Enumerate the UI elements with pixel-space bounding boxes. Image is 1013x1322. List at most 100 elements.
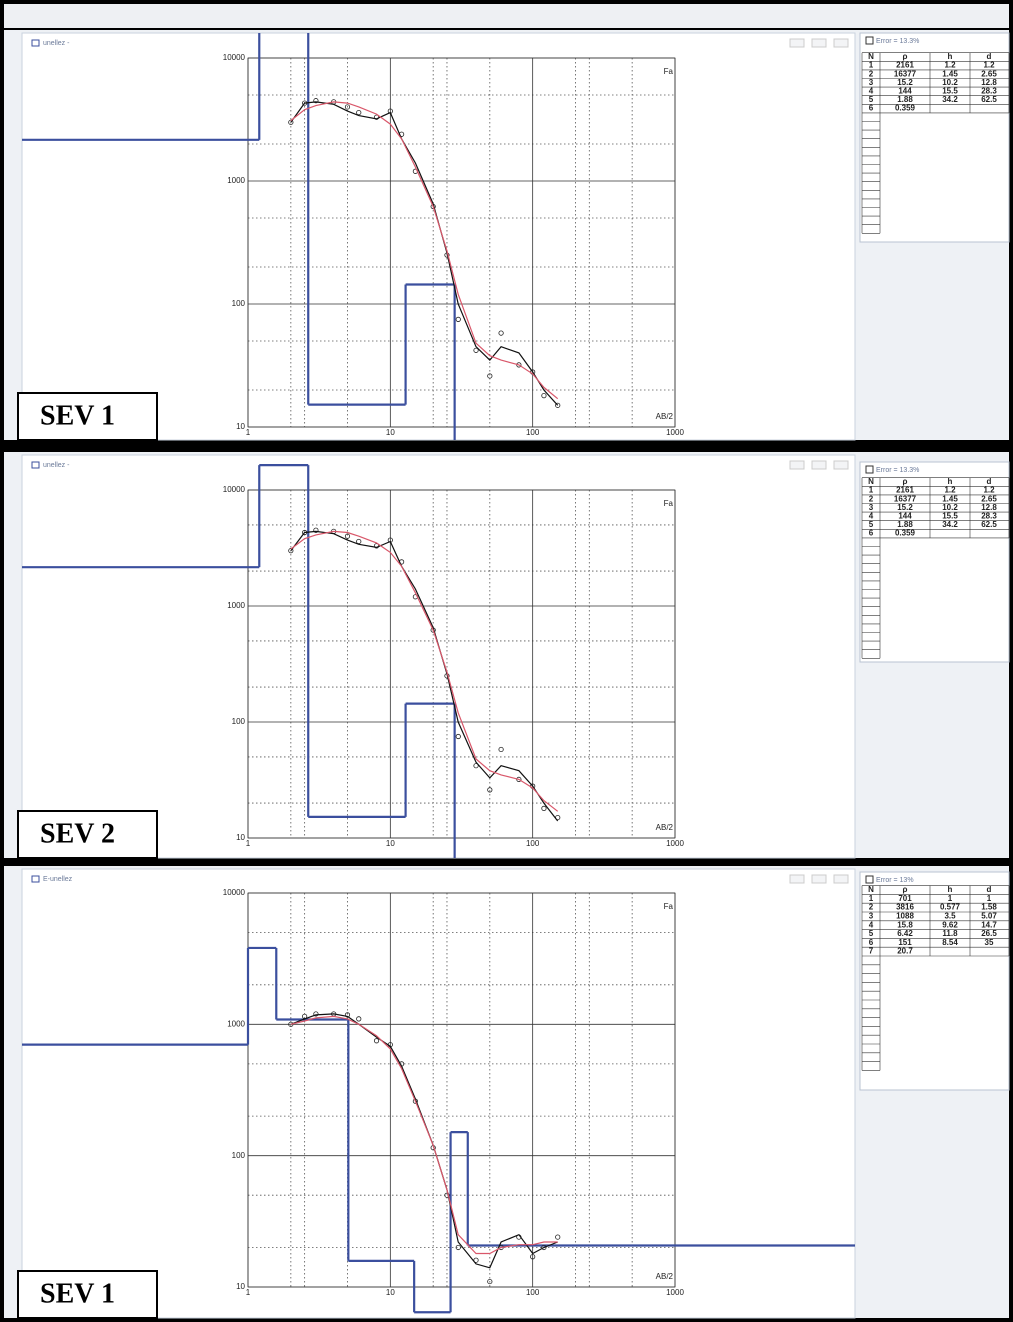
table-header: ρ — [903, 52, 908, 61]
x-tick-label: 1 — [246, 839, 251, 848]
y-tick-label: 1000 — [227, 601, 245, 610]
data-point — [487, 373, 493, 379]
window-title: unellez - — [43, 40, 70, 47]
table-header: d — [987, 885, 992, 894]
data-point — [541, 1244, 547, 1251]
table-header: d — [987, 477, 992, 486]
table-cell: 0.577 — [940, 903, 961, 912]
curve — [290, 530, 559, 822]
table-cell: 8.54 — [942, 938, 958, 947]
data-point — [473, 1257, 479, 1263]
table-cell: 1 — [869, 894, 874, 903]
table-cell: 6 — [869, 529, 874, 538]
data-point — [313, 527, 319, 533]
data-point — [373, 1038, 380, 1044]
curve — [290, 1015, 558, 1255]
sev-label-box — [17, 1270, 158, 1319]
layer-model — [22, 33, 456, 440]
table-cell: 1.2 — [983, 61, 995, 70]
window-title: unellez - — [43, 462, 70, 469]
table-cell: 62.5 — [981, 95, 997, 104]
data-point — [444, 1192, 450, 1198]
plot-area — [247, 57, 676, 428]
table-cell: 16377 — [894, 494, 917, 503]
data-point — [313, 1011, 319, 1017]
table-icon — [865, 875, 874, 884]
table-window — [859, 32, 1010, 243]
table-cell: 35 — [985, 938, 994, 947]
layer-model — [22, 946, 855, 1314]
table-cell: 2.65 — [981, 69, 997, 78]
window-button — [833, 874, 849, 884]
curve — [290, 101, 559, 406]
x-axis-label: AB/2 — [656, 412, 674, 421]
table-cell: 3 — [869, 78, 874, 87]
table-cell: 1.58 — [981, 903, 997, 912]
table-header: h — [948, 885, 953, 894]
window-button — [789, 38, 805, 48]
data-point — [473, 763, 479, 769]
layer-model — [22, 464, 456, 858]
window-button — [811, 38, 827, 48]
table-cell: 151 — [898, 938, 912, 947]
data-point — [555, 402, 561, 408]
table-cell: 5 — [869, 929, 874, 938]
table-cell: 9.62 — [942, 920, 958, 929]
sev-label-box — [17, 392, 158, 441]
table-cell: 10.2 — [942, 78, 958, 87]
table-cell: 5.07 — [981, 912, 997, 921]
y-tick-label: 1000 — [227, 1019, 245, 1028]
table-header: h — [948, 477, 953, 486]
x-tick-label: 1 — [246, 428, 251, 437]
table-cell: 10.2 — [942, 503, 958, 512]
table-cell: 34.2 — [942, 520, 958, 529]
y-tick-label: 10000 — [223, 485, 246, 494]
window-button — [789, 874, 805, 884]
table-header: ρ — [903, 477, 908, 486]
window-icon — [31, 875, 40, 883]
table-cell: 1 — [869, 61, 874, 70]
table-cell: 15.2 — [897, 78, 913, 87]
table-cell: 1.2 — [944, 486, 956, 495]
table-cell: 2 — [869, 69, 874, 78]
table-cell: 34.2 — [942, 95, 958, 104]
table-cell: 2161 — [896, 486, 914, 495]
y-axis-label: Fa — [664, 499, 674, 508]
y-tick-label: 10000 — [223, 888, 246, 897]
table-cell: 15.5 — [942, 87, 958, 96]
table-cell: 2 — [869, 494, 874, 503]
window-button — [811, 460, 827, 470]
table-cell: 4 — [869, 87, 874, 96]
data-point — [356, 109, 362, 116]
table-window — [859, 871, 1010, 1091]
table-header: N — [868, 477, 874, 486]
table-cell: 12.8 — [981, 503, 997, 512]
table-title: Error = 13% — [876, 877, 914, 884]
table-cell: 1.45 — [942, 494, 958, 503]
table-cell: 701 — [898, 894, 912, 903]
table-cell: 26.5 — [981, 929, 997, 938]
table-cell: 1.45 — [942, 69, 958, 78]
y-tick-label: 10 — [236, 1282, 245, 1291]
table-cell: 5 — [869, 95, 874, 104]
table-icon — [865, 36, 874, 45]
x-tick-label: 1000 — [666, 839, 684, 848]
table-title: Error = 13.3% — [876, 38, 919, 45]
table-cell: 144 — [898, 87, 912, 96]
y-tick-label: 10000 — [223, 53, 246, 62]
table-cell: 6 — [869, 938, 874, 947]
table-cell: 1.2 — [944, 61, 956, 70]
table-cell: 144 — [898, 512, 912, 521]
table-icon — [865, 465, 874, 474]
table-header: N — [868, 52, 874, 61]
table-cell: 12.8 — [981, 78, 997, 87]
table-cell: 1 — [869, 486, 874, 495]
y-tick-label: 10 — [236, 833, 245, 842]
sev-label: SEV 1 — [40, 400, 115, 431]
data-point — [498, 330, 504, 336]
table-cell: 1 — [948, 894, 953, 903]
top-strip — [4, 4, 1009, 28]
x-tick-label: 1000 — [666, 1288, 684, 1297]
data-point — [487, 1278, 493, 1285]
